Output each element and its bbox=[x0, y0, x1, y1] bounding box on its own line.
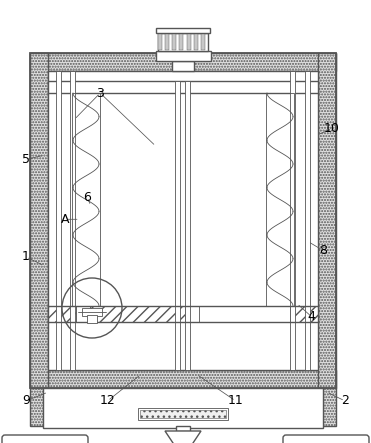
Text: 5: 5 bbox=[22, 153, 30, 166]
Bar bbox=[156, 28, 210, 33]
Text: 9: 9 bbox=[22, 394, 30, 408]
Polygon shape bbox=[165, 431, 201, 443]
Bar bbox=[48, 71, 318, 370]
Text: 1: 1 bbox=[22, 250, 30, 264]
FancyBboxPatch shape bbox=[2, 435, 88, 443]
Bar bbox=[82, 308, 102, 316]
Bar bbox=[158, 34, 162, 50]
Bar bbox=[30, 388, 48, 426]
Bar bbox=[176, 426, 190, 431]
Bar bbox=[90, 306, 185, 322]
Bar bbox=[187, 34, 190, 50]
Bar bbox=[87, 315, 97, 323]
Bar bbox=[156, 51, 211, 61]
Bar bbox=[194, 34, 198, 50]
Text: A: A bbox=[61, 213, 69, 226]
Bar bbox=[48, 81, 318, 93]
Bar bbox=[30, 53, 48, 388]
Bar bbox=[48, 306, 318, 322]
Text: 11: 11 bbox=[228, 394, 243, 408]
Bar bbox=[56, 71, 61, 370]
Bar bbox=[318, 53, 336, 388]
Bar bbox=[30, 53, 336, 388]
Bar bbox=[175, 81, 180, 370]
Bar bbox=[172, 34, 176, 50]
Bar bbox=[318, 388, 336, 426]
Bar bbox=[201, 34, 205, 50]
Text: 3: 3 bbox=[96, 86, 104, 100]
Bar bbox=[30, 53, 336, 71]
Bar bbox=[43, 388, 323, 428]
FancyBboxPatch shape bbox=[283, 435, 369, 443]
Bar bbox=[185, 81, 190, 370]
Bar bbox=[305, 71, 310, 370]
Bar bbox=[290, 71, 295, 370]
Bar bbox=[138, 408, 228, 420]
Bar bbox=[266, 93, 294, 306]
Text: 10: 10 bbox=[324, 122, 340, 135]
Text: 12: 12 bbox=[100, 394, 115, 408]
Text: 8: 8 bbox=[319, 244, 327, 257]
Bar bbox=[30, 370, 336, 388]
Bar bbox=[185, 306, 199, 322]
Bar bbox=[140, 410, 226, 418]
Bar bbox=[290, 306, 318, 322]
Bar bbox=[70, 71, 75, 370]
Bar bbox=[76, 306, 90, 322]
Bar bbox=[172, 61, 194, 71]
Bar bbox=[180, 34, 183, 50]
Bar bbox=[72, 93, 100, 306]
Bar bbox=[165, 34, 169, 50]
Text: 4: 4 bbox=[308, 310, 316, 323]
Text: 2: 2 bbox=[341, 394, 349, 408]
Bar bbox=[158, 33, 208, 51]
Text: 6: 6 bbox=[83, 190, 91, 204]
Bar bbox=[48, 306, 76, 322]
